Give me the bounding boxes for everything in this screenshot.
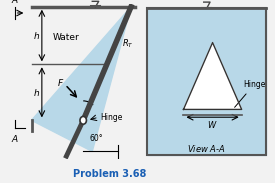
Text: $h$: $h$: [33, 87, 40, 98]
Circle shape: [80, 116, 86, 124]
Polygon shape: [32, 7, 131, 152]
Text: 60°: 60°: [89, 135, 103, 143]
Text: $A$: $A$: [11, 133, 19, 144]
Text: Hinge: Hinge: [235, 80, 265, 107]
Text: $F$: $F$: [57, 77, 64, 89]
Polygon shape: [183, 42, 242, 109]
Text: Water: Water: [53, 33, 80, 42]
Text: $R_T$: $R_T$: [122, 38, 134, 50]
Text: $A$: $A$: [11, 0, 19, 5]
Text: $W$: $W$: [207, 119, 218, 130]
Text: Hinge: Hinge: [101, 113, 123, 122]
Text: $h$: $h$: [33, 30, 40, 41]
Text: Problem 3.68: Problem 3.68: [73, 169, 147, 179]
Text: View $A$-$A$: View $A$-$A$: [187, 143, 225, 154]
